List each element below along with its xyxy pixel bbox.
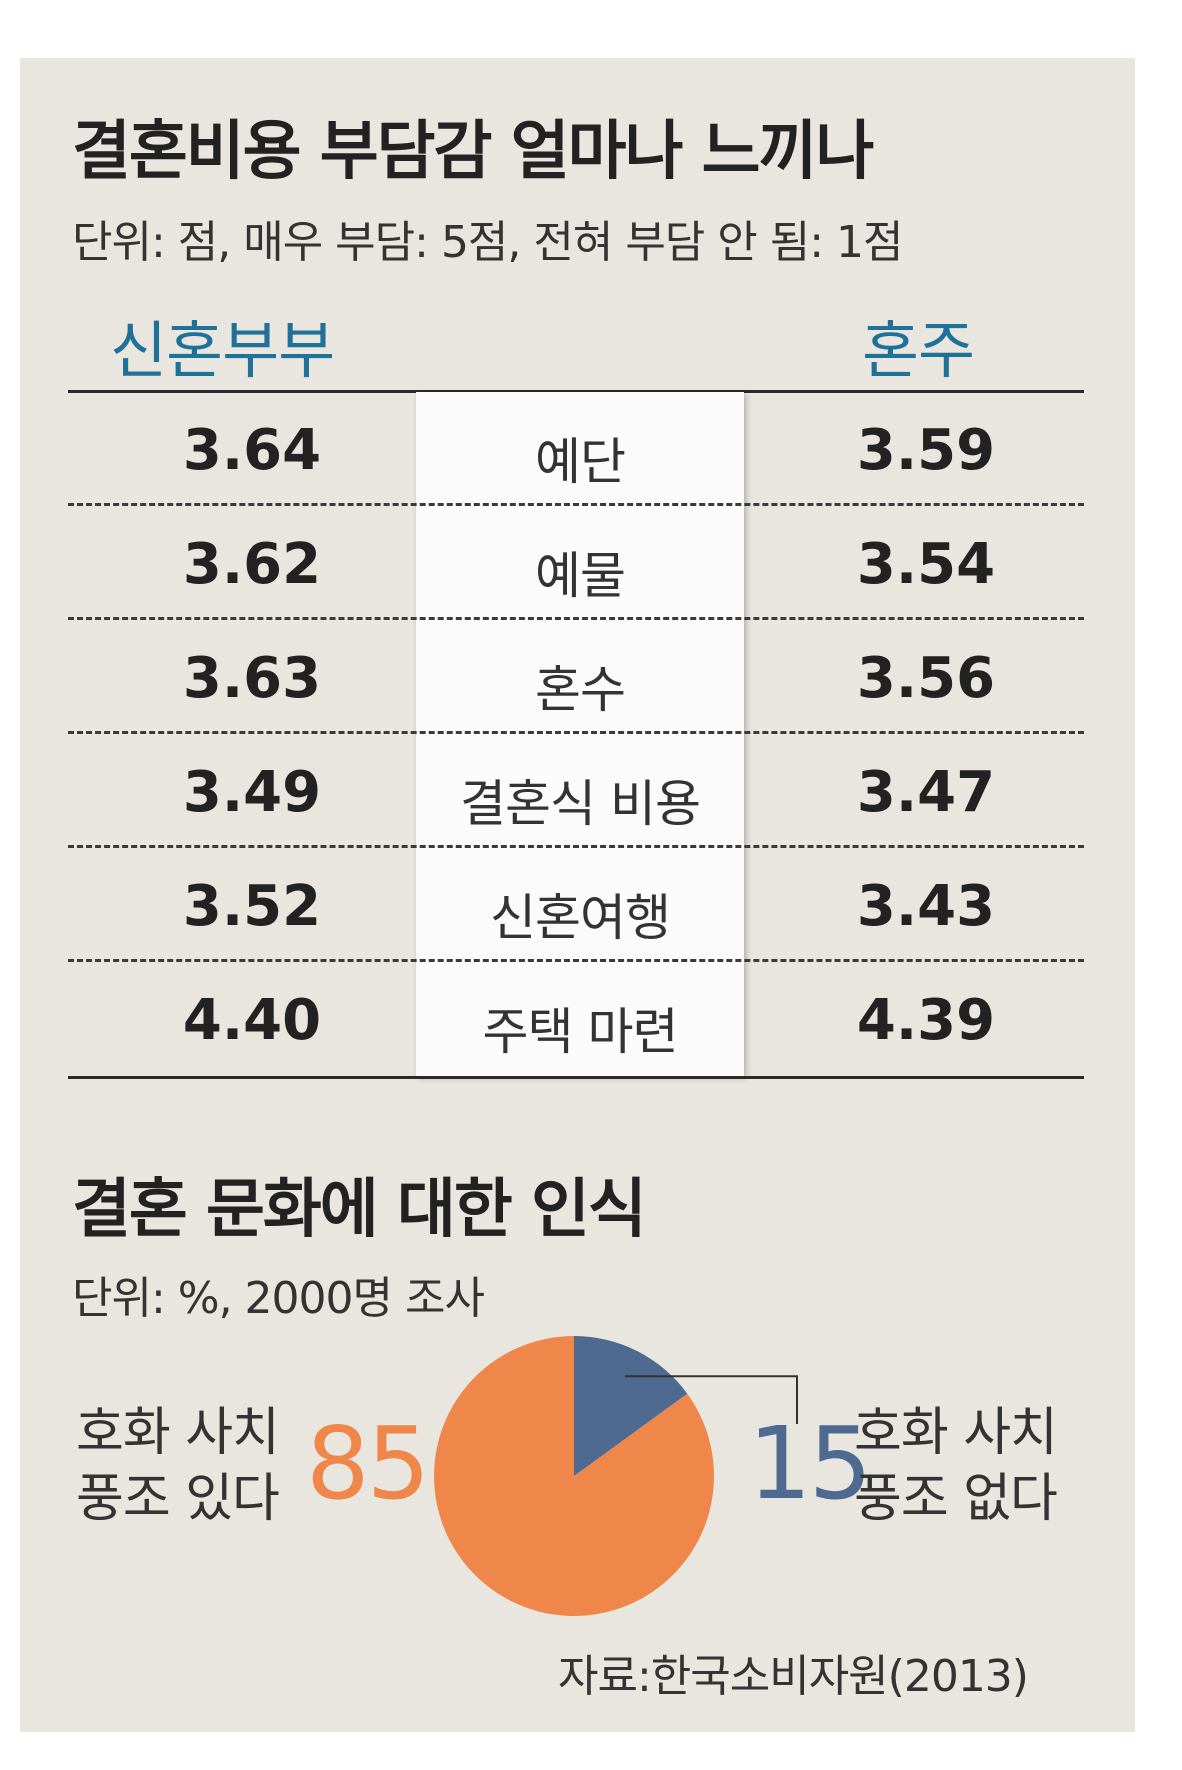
parents-value: 3.47 xyxy=(856,760,996,825)
category-label: 주택 마련 xyxy=(482,1003,679,1061)
row-divider xyxy=(68,617,1084,620)
parents-value: 4.39 xyxy=(856,988,996,1053)
pie-title: 결혼 문화에 대한 인식 xyxy=(72,1173,647,1247)
table-row: 3.63 혼수 3.56 xyxy=(68,620,1084,734)
pie-label-no-line2: 풍조 없다 xyxy=(854,1469,1058,1529)
pie-label-no: 호화 사치 풍조 없다 xyxy=(854,1400,1058,1532)
pie-slice-no xyxy=(574,1336,688,1476)
source-note: 자료:한국소비자원(2013) xyxy=(558,1651,1029,1702)
unit-note: 단위: 점, 매우 부담: 5점, 전혀 부담 안 됨: 1점 xyxy=(72,217,904,268)
category-column-card xyxy=(416,392,744,1076)
newlyweds-value: 3.64 xyxy=(182,418,322,483)
parents-value: 3.59 xyxy=(856,418,996,483)
parents-value: 3.56 xyxy=(856,646,996,711)
table-row: 3.49 결혼식 비용 3.47 xyxy=(68,734,1084,848)
pie-label-yes: 호화 사치 풍조 있다 xyxy=(76,1400,280,1532)
pie-slice-yes xyxy=(433,1336,714,1616)
pie-label-yes-line2: 풍조 있다 xyxy=(76,1469,280,1529)
newlyweds-value: 3.63 xyxy=(182,646,322,711)
pie-leader-line xyxy=(624,1375,798,1424)
category-label: 신혼여행 xyxy=(490,889,671,947)
row-divider xyxy=(68,503,1084,506)
newlyweds-value: 3.52 xyxy=(182,874,322,939)
table-row: 3.52 신혼여행 3.43 xyxy=(68,848,1084,962)
parents-value: 3.43 xyxy=(856,874,996,939)
column-header-parents: 혼주 xyxy=(862,314,975,387)
table-top-rule xyxy=(68,390,1084,393)
parents-value: 3.54 xyxy=(856,532,996,597)
category-label: 결혼식 비용 xyxy=(460,775,701,833)
column-header-newlyweds: 신혼부부 xyxy=(110,314,335,387)
table-row: 3.62 예물 3.54 xyxy=(68,506,1084,620)
pie-unit-note: 단위: %, 2000명 조사 xyxy=(72,1273,485,1324)
newlyweds-value: 3.49 xyxy=(182,760,322,825)
pie-value-no: 15 xyxy=(748,1405,872,1522)
pie-value-yes: 85 xyxy=(306,1405,430,1522)
table-bottom-rule xyxy=(68,1076,1084,1079)
newlyweds-value: 3.62 xyxy=(182,532,322,597)
row-divider xyxy=(68,845,1084,848)
pie-label-no-line1: 호화 사치 xyxy=(854,1403,1058,1463)
table-row: 4.40 주택 마련 4.39 xyxy=(68,962,1084,1076)
pie-label-yes-line1: 호화 사치 xyxy=(76,1403,280,1463)
category-label: 혼수 xyxy=(535,661,626,719)
category-label: 예단 xyxy=(535,433,626,491)
category-label: 예물 xyxy=(535,547,626,605)
chart-title: 결혼비용 부담감 얼마나 느끼나 xyxy=(72,115,874,189)
row-divider xyxy=(68,731,1084,734)
table-row: 3.64 예단 3.59 xyxy=(68,392,1084,506)
newlyweds-value: 4.40 xyxy=(182,988,322,1053)
row-divider xyxy=(68,959,1084,962)
